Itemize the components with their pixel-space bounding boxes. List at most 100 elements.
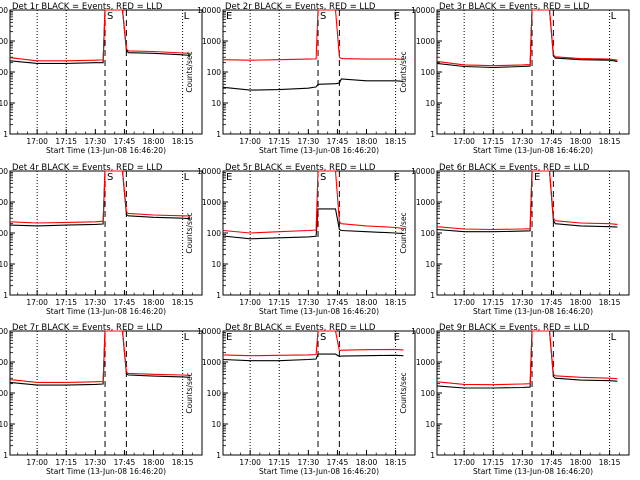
x-tick-label: 17:45 [114, 137, 136, 146]
x-tick-label: 17:00 [453, 458, 475, 467]
event-marker-l: L [184, 172, 190, 183]
x-tick-label: 18:00 [356, 458, 378, 467]
panel-4: Det 4r BLACK = Events, RED = LLD 1 10 100 10… [0, 163, 203, 316]
red-series-line [222, 9, 404, 61]
x-tick-label: 18:00 [570, 137, 592, 146]
y-tick-label: 100 [421, 229, 436, 238]
panel-6: Det 6r BLACK = Events, RED = LLD 1 10 100 10… [399, 163, 630, 316]
y-tick-label: 10 [425, 420, 435, 429]
y-axis-label: Counts/sec [185, 372, 194, 413]
x-axis-label: Start Time (13-Jun-08 16:46:20) [46, 467, 166, 476]
y-axis-label: Counts/sec [399, 212, 408, 253]
event-marker-l: L [611, 11, 617, 22]
plot-frame [9, 330, 203, 456]
event-marker-l: L [184, 11, 190, 22]
x-axis-label: Start Time (13-Jun-08 16:46:20) [473, 146, 593, 155]
x-tick-label: 17:30 [298, 298, 320, 307]
event-marker-l: L [611, 332, 617, 343]
y-tick-label: 10 [211, 260, 221, 269]
y-tick-label: 10000 [0, 327, 8, 336]
y-tick-label: 10 [0, 99, 8, 108]
y-tick-label: 100 [0, 68, 8, 77]
y-tick-label: 100 [421, 68, 436, 77]
event-marker-s: S [320, 172, 326, 183]
y-tick-label: 1 [430, 451, 435, 460]
y-tick-label: 1000 [416, 358, 435, 367]
y-tick-label: 1000 [416, 198, 435, 207]
red-series-line [9, 330, 191, 383]
panel-title: Det 3r BLACK = Events, RED = LLD [439, 2, 590, 12]
x-tick-label: 18:15 [172, 458, 194, 467]
x-tick-label: 17:15 [55, 137, 77, 146]
panel-9: Det 9r BLACK = Events, RED = LLD 1 10 100 10… [399, 323, 630, 476]
red-series-line [9, 9, 191, 62]
x-tick-label: 18:00 [143, 137, 165, 146]
x-tick-label: 17:00 [239, 298, 261, 307]
x-tick-label: 17:00 [239, 137, 261, 146]
y-tick-label: 1000 [0, 198, 8, 207]
y-tick-label: 10 [211, 420, 221, 429]
x-tick-label: 17:00 [453, 298, 475, 307]
y-tick-label: 100 [207, 229, 222, 238]
y-tick-label: 10000 [411, 167, 435, 176]
y-tick-label: 100 [0, 229, 8, 238]
red-series-line [222, 170, 404, 234]
y-tick-label: 1000 [416, 37, 435, 46]
x-tick-label: 18:00 [143, 458, 165, 467]
x-tick-label: 17:30 [85, 137, 107, 146]
y-tick-label: 10000 [197, 167, 221, 176]
red-series-line [9, 170, 191, 224]
y-tick-label: 10 [425, 99, 435, 108]
x-tick-label: 17:15 [268, 298, 290, 307]
event-marker-e: E [394, 11, 400, 22]
event-marker-e: E [226, 172, 232, 183]
event-marker-s: S [107, 11, 113, 22]
y-tick-label: 10 [0, 260, 8, 269]
panel-title: Det 9r BLACK = Events, RED = LLD [439, 323, 590, 333]
x-tick-label: 18:00 [356, 137, 378, 146]
x-axis-label: Start Time (13-Jun-08 16:46:20) [259, 307, 379, 316]
x-tick-label: 18:00 [143, 298, 165, 307]
y-tick-label: 1 [430, 291, 435, 300]
x-tick-label: 17:15 [55, 458, 77, 467]
red-series-line [436, 9, 618, 67]
y-tick-label: 1 [216, 291, 221, 300]
x-tick-label: 17:15 [55, 298, 77, 307]
x-tick-label: 17:45 [541, 137, 563, 146]
y-tick-label: 1 [430, 130, 435, 139]
x-tick-label: 17:15 [268, 458, 290, 467]
x-tick-label: 17:30 [512, 137, 534, 146]
y-tick-label: 1000 [202, 37, 221, 46]
black-series-line [222, 353, 404, 362]
y-tick-label: 10000 [0, 167, 8, 176]
black-series-line [222, 78, 404, 91]
x-axis-label: Start Time (13-Jun-08 16:46:20) [473, 467, 593, 476]
x-tick-label: 17:00 [26, 458, 48, 467]
panel-5: Det 5r BLACK = Events, RED = LLD 1 10 100 10… [185, 163, 416, 316]
panel-8: Det 8r BLACK = Events, RED = LLD 1 10 100 10… [185, 323, 416, 476]
y-tick-label: 10 [211, 99, 221, 108]
x-tick-label: 18:15 [385, 298, 407, 307]
panel-title: Det 2r BLACK = Events, RED = LLD [225, 2, 376, 12]
plot-frame [436, 170, 630, 296]
x-tick-label: 18:00 [356, 298, 378, 307]
red-series-line [222, 330, 404, 357]
x-tick-label: 17:45 [327, 298, 349, 307]
plot-frame [9, 170, 203, 296]
x-axis-label: Start Time (13-Jun-08 16:46:20) [46, 307, 166, 316]
x-tick-label: 17:30 [85, 298, 107, 307]
y-axis-label: Counts/sec [399, 51, 408, 92]
x-tick-label: 18:15 [385, 458, 407, 467]
panel-title: Det 5r BLACK = Events, RED = LLD [225, 163, 376, 173]
plot-frame [222, 9, 416, 135]
event-marker-s: S [320, 11, 326, 22]
panel-title: Det 8r BLACK = Events, RED = LLD [225, 323, 376, 333]
x-tick-label: 17:15 [482, 458, 504, 467]
x-tick-label: 17:00 [453, 137, 475, 146]
y-tick-label: 100 [207, 389, 222, 398]
y-tick-label: 10000 [197, 6, 221, 15]
event-marker-l: L [184, 332, 190, 343]
panel-2: Det 2r BLACK = Events, RED = LLD 1 10 100 10… [185, 2, 416, 155]
x-tick-label: 17:45 [114, 298, 136, 307]
y-tick-label: 1000 [0, 37, 8, 46]
